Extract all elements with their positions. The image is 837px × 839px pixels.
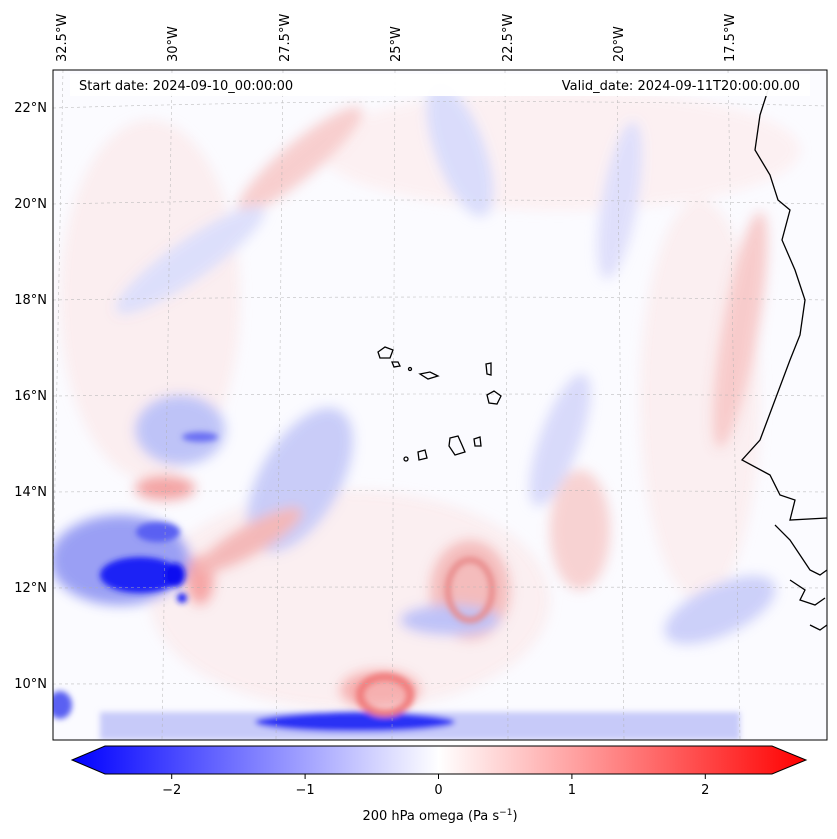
lat-label: 16°N bbox=[14, 389, 47, 404]
colorbar-tick-label: −1 bbox=[296, 783, 315, 798]
lat-label: 10°N bbox=[14, 677, 47, 692]
lat-label: 18°N bbox=[14, 293, 47, 308]
valid-date-label: Valid_date: 2024-09-11T20:00:00.00 bbox=[562, 79, 800, 94]
lon-label: 22.5°W bbox=[501, 14, 516, 62]
latitude-labels: 22°N 20°N 18°N 16°N 14°N 12°N 10°N bbox=[14, 101, 47, 692]
lat-label: 14°N bbox=[14, 485, 47, 500]
lat-label: 12°N bbox=[14, 581, 47, 596]
african-coastline bbox=[740, 89, 827, 631]
colorbar: −2 −1 0 1 2 200 hPa omega (Pa s−1) bbox=[70, 745, 808, 824]
colorbar-scale bbox=[70, 745, 808, 775]
start-date-label: Start date: 2024-09-10_00:00:00 bbox=[79, 79, 293, 94]
lon-label: 17.5°W bbox=[723, 14, 738, 62]
colorbar-tick-label: 2 bbox=[701, 783, 709, 798]
colorbar-tick-label: −2 bbox=[162, 783, 181, 798]
lat-label: 20°N bbox=[14, 197, 47, 212]
longitude-labels: 32.5°W 30°W 27.5°W 25°W 22.5°W 20°W 17.5… bbox=[55, 14, 738, 62]
lat-label: 22°N bbox=[14, 101, 47, 116]
map-frame bbox=[52, 69, 828, 741]
lon-label: 30°W bbox=[166, 26, 181, 62]
lon-label: 27.5°W bbox=[278, 14, 293, 62]
lon-label: 32.5°W bbox=[55, 14, 70, 62]
colorbar-label: 200 hPa omega (Pa s−1) bbox=[362, 808, 517, 824]
lon-label: 20°W bbox=[612, 26, 627, 62]
lon-label: 25°W bbox=[389, 26, 404, 62]
omega-field-map bbox=[53, 70, 827, 740]
cape-verde-islands bbox=[377, 346, 502, 462]
colorbar-tick-label: 1 bbox=[568, 783, 576, 798]
colorbar-tick-label: 0 bbox=[434, 783, 442, 798]
